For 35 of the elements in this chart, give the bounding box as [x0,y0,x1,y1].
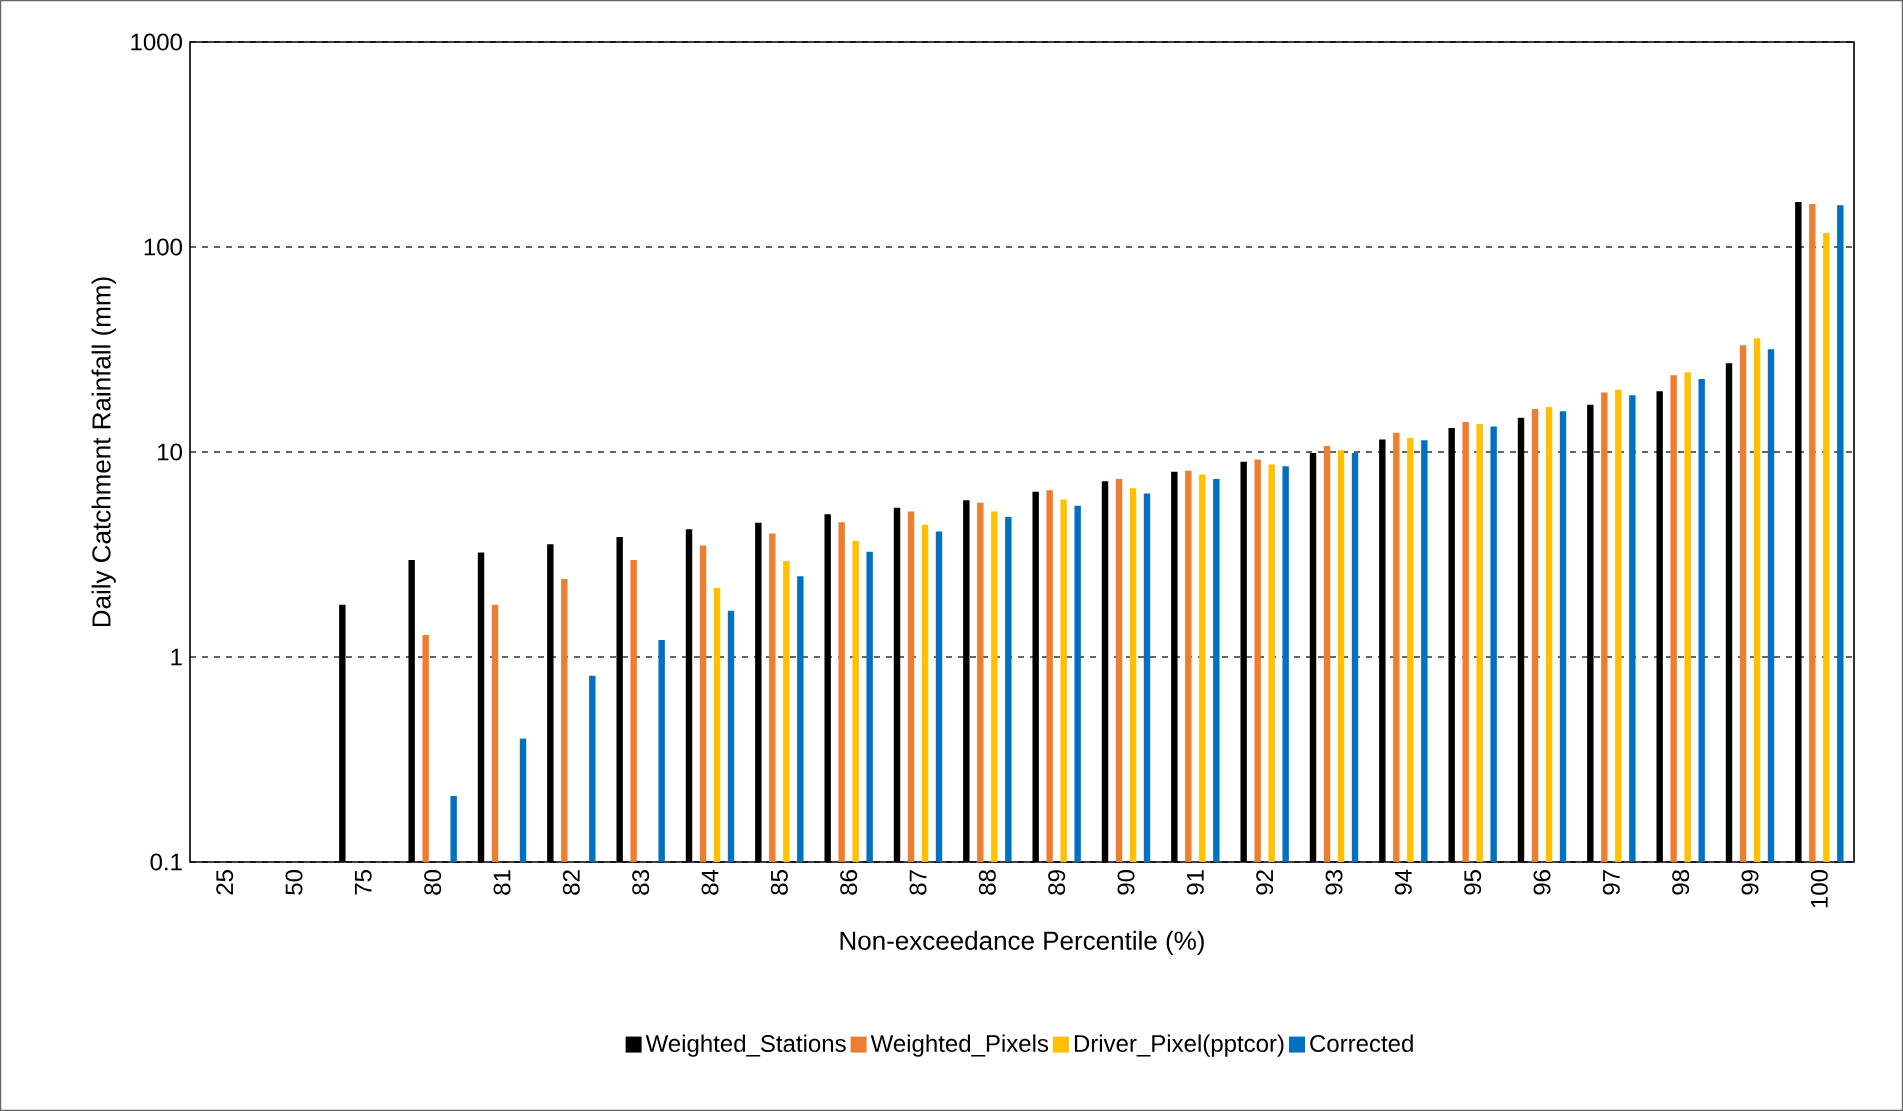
x-tick-label: 98 [1672,870,1690,895]
x-tick-label: 93 [1325,870,1343,895]
x-tick-label: 83 [632,870,650,895]
x-tick-label: 85 [770,870,788,895]
x-tick-label: 25 [216,870,234,895]
x-tick-label: 81 [493,870,511,895]
x-tick-label: 87 [909,870,927,895]
x-axis-title: Non-exceedance Percentile (%) [840,930,1204,956]
x-tick-label: 88 [978,870,996,895]
y-tick-label: 10 [158,443,182,461]
legend-label: Driver_Pixel(pptcor) [1074,1034,1284,1057]
x-tick-label: 75 [354,870,372,895]
y-tick-label: 100 [144,238,182,256]
x-tick-label: 80 [424,869,442,895]
legend-label: Weighted_Pixels [870,1034,1049,1057]
y-tick-label: 1000 [131,33,182,51]
x-tick-label: 86 [840,870,858,895]
x-tick-label: 92 [1256,870,1274,895]
x-tick-label: 90 [1117,869,1135,895]
x-tick-label: 91 [1186,870,1204,895]
legend-label: Corrected [1310,1034,1413,1052]
x-tick-label: 100 [1810,869,1828,908]
x-tick-label: 99 [1741,870,1759,895]
x-tick-label: 82 [562,870,580,895]
x-tick-label: 89 [1048,870,1066,895]
x-tick-label: 84 [701,869,719,895]
x-tick-label: 97 [1602,870,1620,895]
x-tick-label: 50 [285,869,303,895]
x-tick-label: 96 [1533,870,1551,895]
legend-label: Weighted_Stations [645,1034,846,1057]
x-tick-label: 95 [1464,870,1482,895]
y-tick-label: 1 [171,648,182,666]
y-axis-title: Daily Catchment Rainfall (mm) [91,277,116,627]
x-tick-label: 94 [1394,869,1412,895]
y-tick-label: 0.1 [150,853,182,871]
